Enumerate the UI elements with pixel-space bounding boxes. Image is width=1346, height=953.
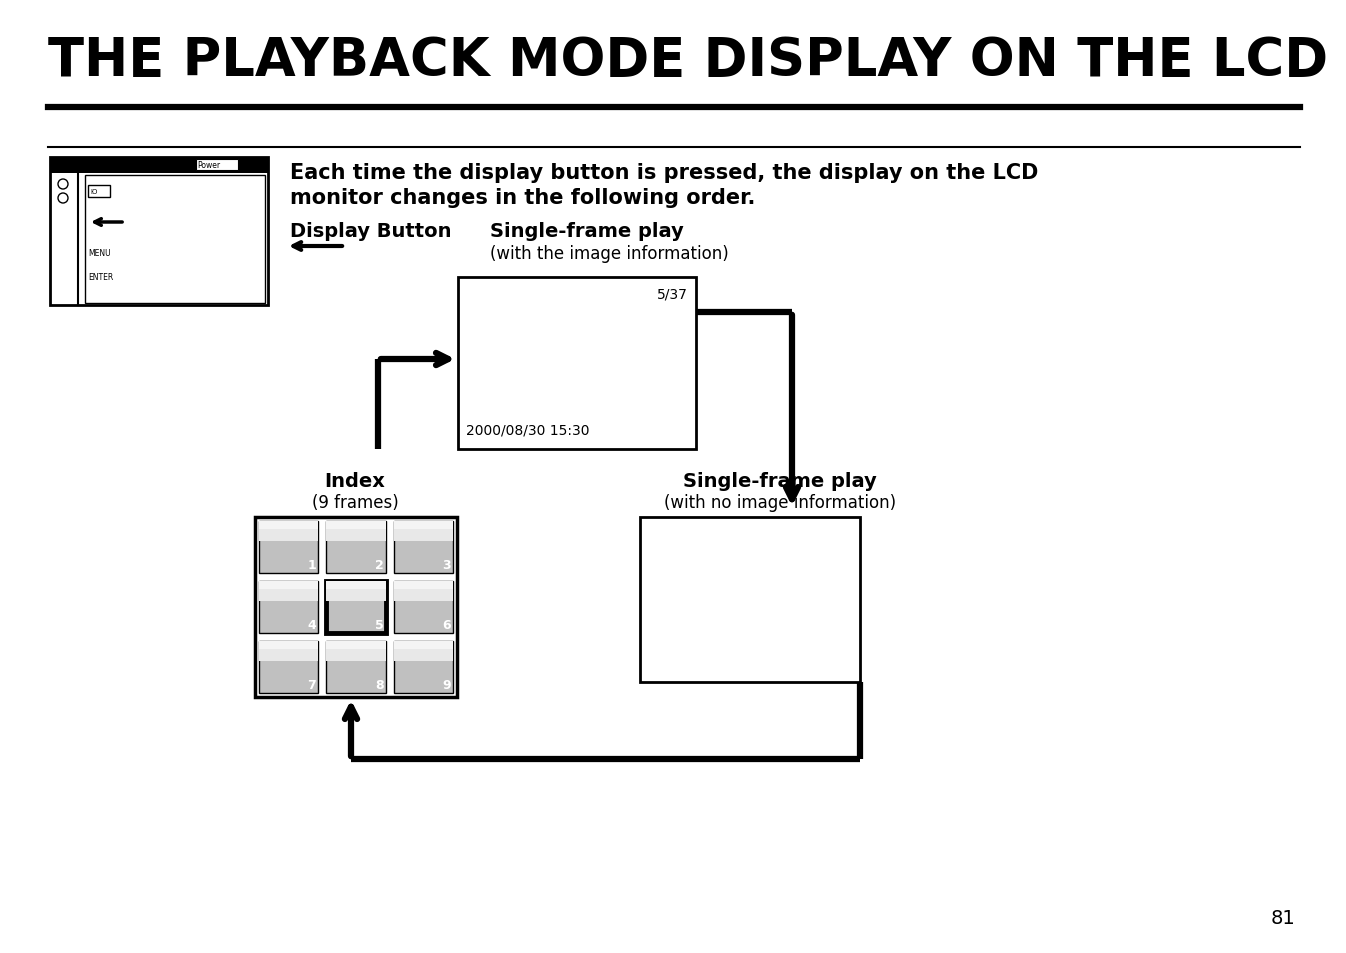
Bar [50,158,268,173]
Bar [393,641,454,661]
Text: Single-frame play: Single-frame play [684,472,876,491]
Text: 9: 9 [443,679,451,691]
Text: Power: Power [197,161,221,170]
Text: Each time the display button is pressed, the display on the LCD: Each time the display button is pressed,… [289,163,1038,183]
Bar [393,581,454,589]
Bar [85,175,265,304]
Bar [326,581,386,634]
Text: 81: 81 [1271,908,1295,927]
Bar [326,581,386,601]
Text: 5: 5 [376,618,384,631]
Bar [258,521,319,541]
Bar [87,186,110,198]
Bar [393,581,454,634]
Bar [326,521,386,529]
Bar [326,641,386,661]
Bar [393,581,454,601]
Bar [258,581,319,589]
Text: ENTER: ENTER [87,274,113,282]
Circle shape [58,193,69,204]
Bar [639,517,860,682]
Text: monitor changes in the following order.: monitor changes in the following order. [289,188,755,208]
Bar [393,641,454,693]
Bar [393,641,454,649]
Text: THE PLAYBACK MODE DISPLAY ON THE LCD MONITOR: THE PLAYBACK MODE DISPLAY ON THE LCD MON… [48,35,1346,87]
Bar [258,641,319,661]
Text: 8: 8 [376,679,384,691]
Text: MENU: MENU [87,248,110,257]
Text: 1: 1 [308,558,316,572]
Text: Single-frame play: Single-frame play [490,222,684,241]
Text: Index: Index [324,472,385,491]
Polygon shape [249,162,254,169]
Bar [326,581,386,589]
Text: 6: 6 [443,618,451,631]
Bar [258,581,319,634]
Text: (with the image information): (with the image information) [490,245,728,263]
Bar [258,641,319,693]
Bar [326,641,386,649]
Text: (with no image information): (with no image information) [664,494,896,512]
Bar [393,521,454,541]
Bar [197,160,238,171]
Circle shape [58,180,69,190]
Text: IO: IO [90,189,97,194]
Text: 3: 3 [443,558,451,572]
Bar [254,517,458,698]
Text: 2: 2 [376,558,384,572]
Text: 7: 7 [308,679,316,691]
Bar [393,521,454,574]
Bar [258,521,319,529]
Bar [326,521,386,574]
Text: 5/37: 5/37 [657,288,688,302]
Bar [258,521,319,574]
Text: 4: 4 [308,618,316,631]
Bar [258,581,319,601]
Text: (9 frames): (9 frames) [312,494,398,512]
Bar [326,521,386,541]
Text: 2000/08/30 15:30: 2000/08/30 15:30 [466,423,590,437]
Bar [50,158,268,306]
Bar [393,521,454,529]
Bar [242,161,248,170]
Bar [458,277,696,450]
Text: Display Button: Display Button [289,222,451,241]
Bar [258,641,319,649]
Bar [326,641,386,693]
